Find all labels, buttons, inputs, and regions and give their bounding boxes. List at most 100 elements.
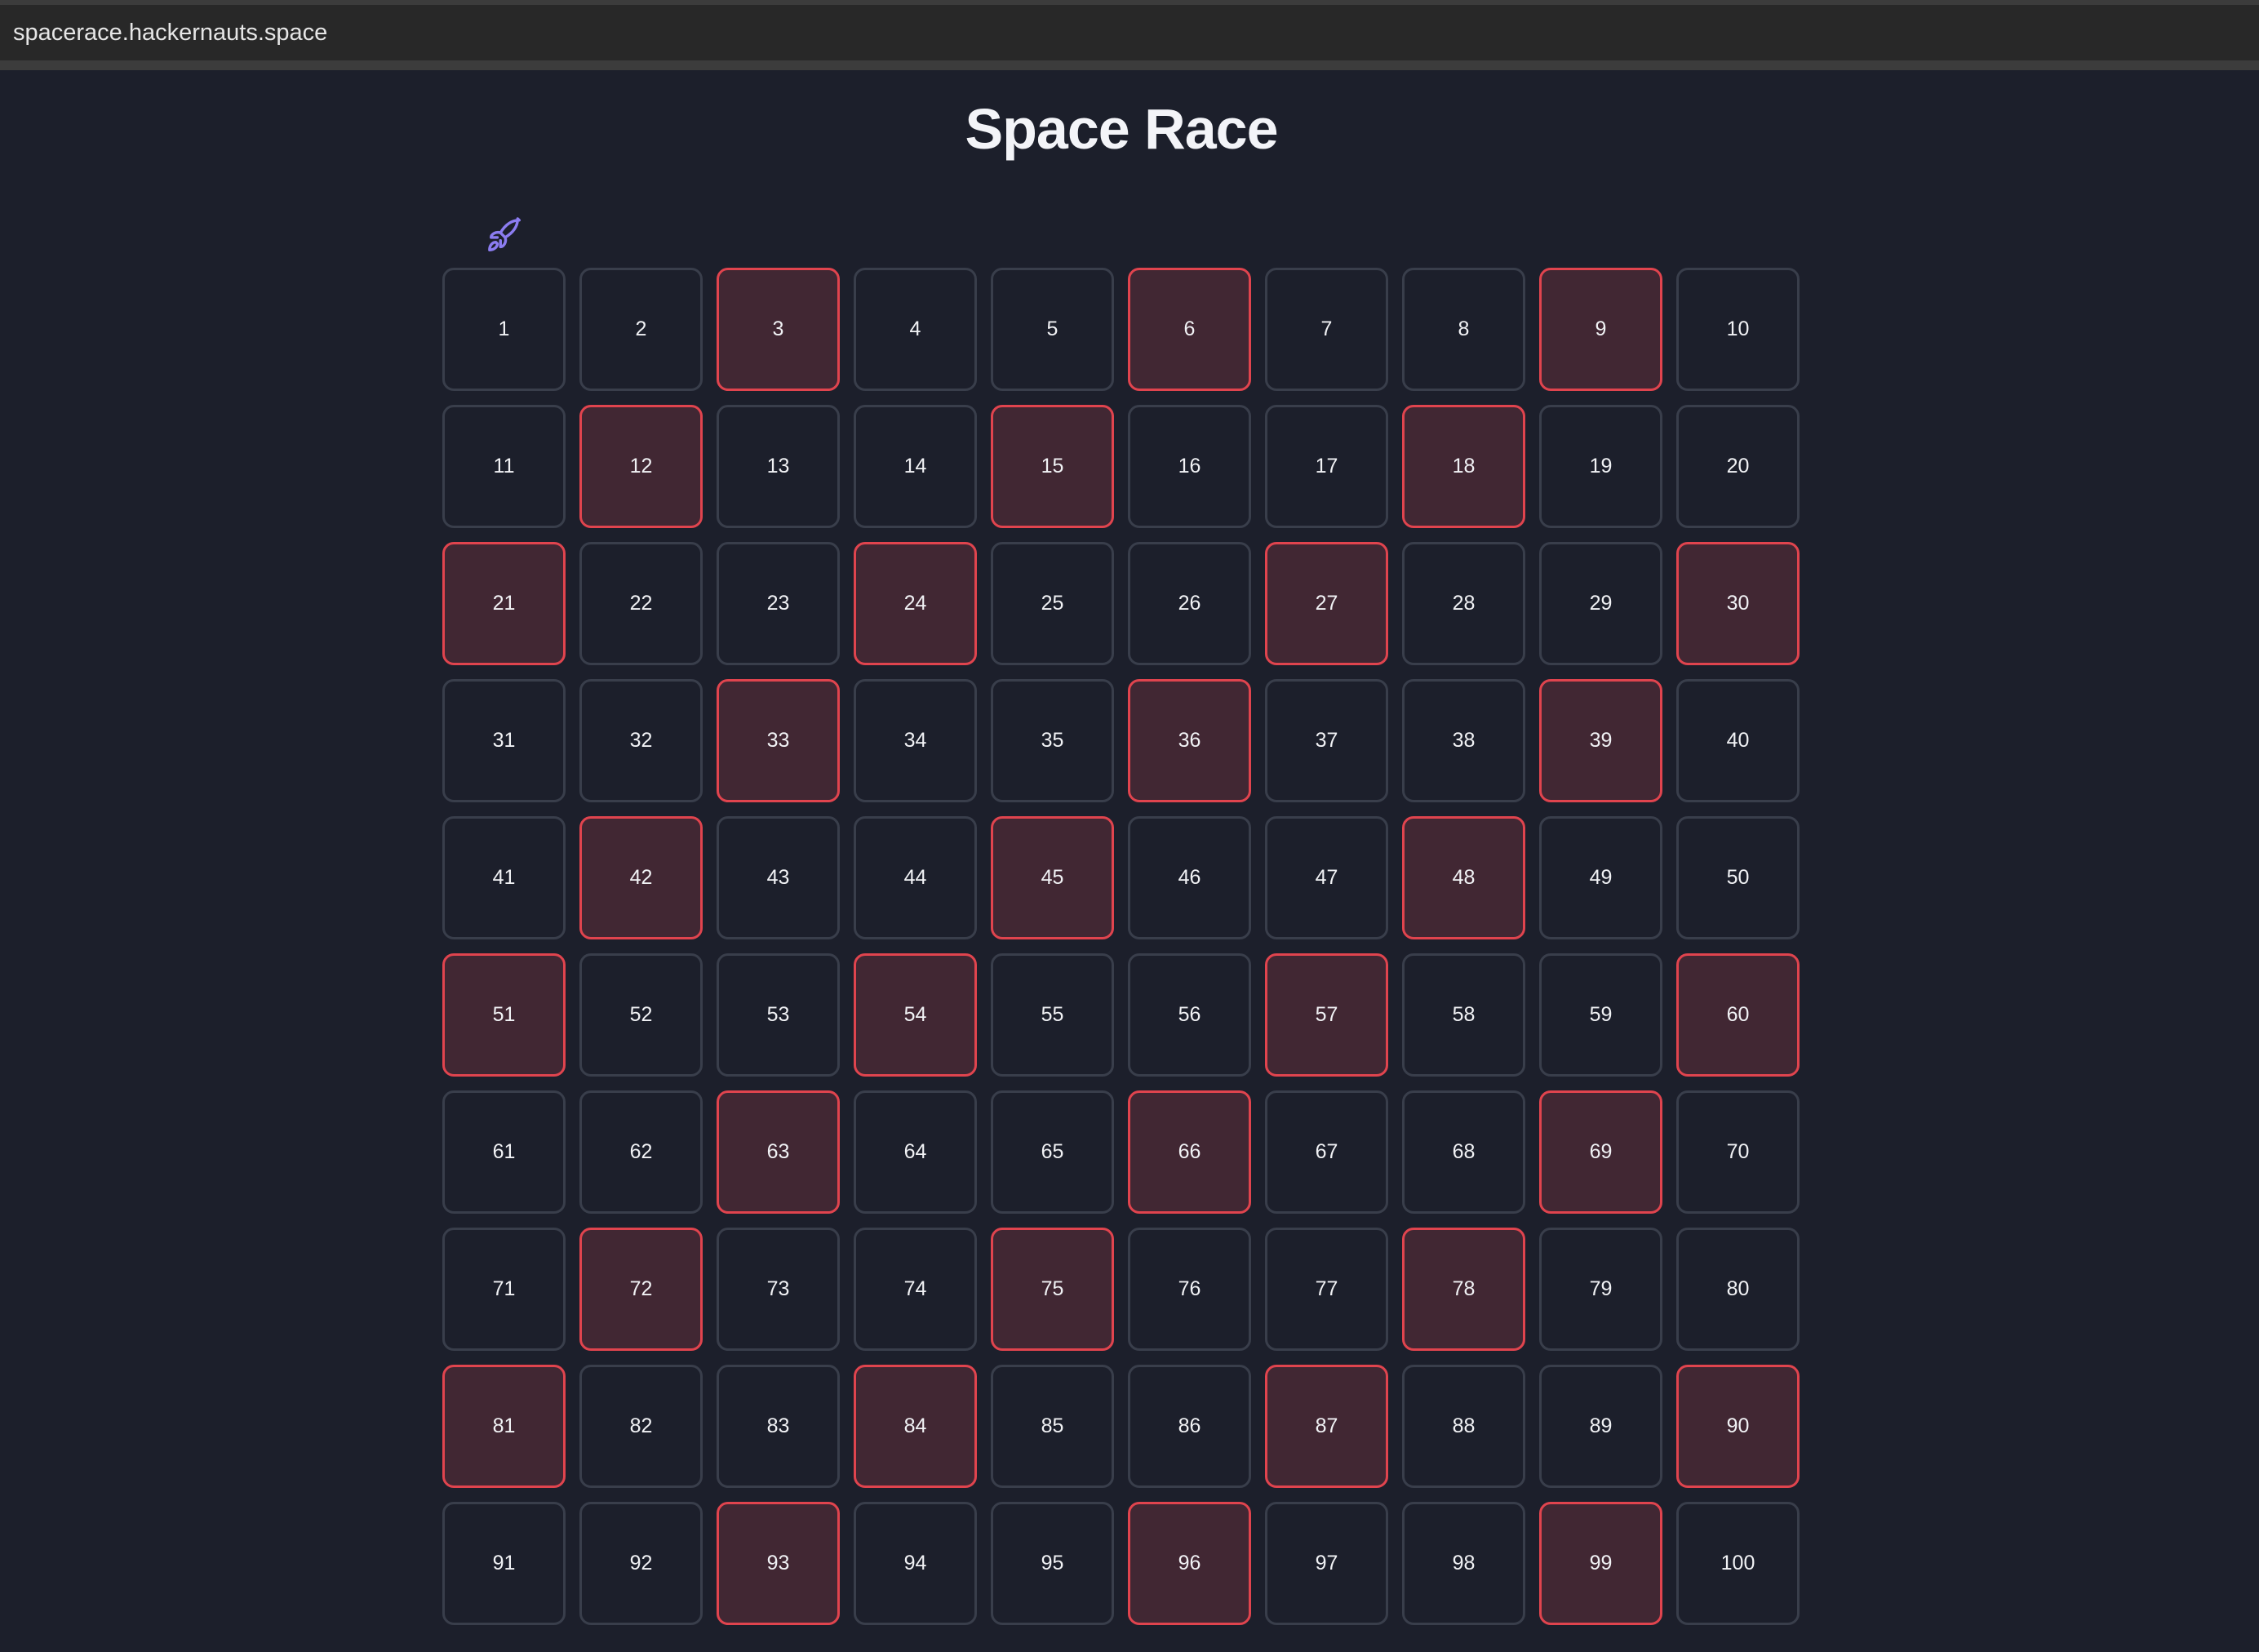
board-cell[interactable]: 89: [1539, 1365, 1662, 1488]
board-cell[interactable]: 1: [442, 268, 566, 391]
board-cell[interactable]: 80: [1676, 1228, 1800, 1351]
board-cell[interactable]: 56: [1128, 953, 1251, 1077]
board-cell[interactable]: 14: [854, 405, 977, 528]
board-cell-hazard[interactable]: 87: [1265, 1365, 1388, 1488]
board-cell[interactable]: 94: [854, 1502, 977, 1625]
board-cell[interactable]: 92: [579, 1502, 703, 1625]
board-cell[interactable]: 65: [991, 1090, 1114, 1214]
board-cell[interactable]: 50: [1676, 816, 1800, 939]
board-cell[interactable]: 16: [1128, 405, 1251, 528]
board-cell[interactable]: 25: [991, 542, 1114, 665]
board-cell[interactable]: 41: [442, 816, 566, 939]
board-cell-hazard[interactable]: 78: [1402, 1228, 1525, 1351]
board-cell[interactable]: 40: [1676, 679, 1800, 802]
board-cell-hazard[interactable]: 51: [442, 953, 566, 1077]
board-cell-hazard[interactable]: 99: [1539, 1502, 1662, 1625]
board-cell-hazard[interactable]: 27: [1265, 542, 1388, 665]
board-cell[interactable]: 11: [442, 405, 566, 528]
board-cell[interactable]: 74: [854, 1228, 977, 1351]
board-cell[interactable]: 26: [1128, 542, 1251, 665]
board-cell[interactable]: 82: [579, 1365, 703, 1488]
board-cell[interactable]: 70: [1676, 1090, 1800, 1214]
board-cell[interactable]: 73: [717, 1228, 840, 1351]
board-cell[interactable]: 85: [991, 1365, 1114, 1488]
board-cell[interactable]: 52: [579, 953, 703, 1077]
board-cell[interactable]: 98: [1402, 1502, 1525, 1625]
board-cell-hazard[interactable]: 39: [1539, 679, 1662, 802]
board-cell[interactable]: 58: [1402, 953, 1525, 1077]
board-cell[interactable]: 19: [1539, 405, 1662, 528]
address-bar[interactable]: spacerace.hackernauts.space: [0, 5, 2259, 60]
board-cell-hazard[interactable]: 42: [579, 816, 703, 939]
board-cell[interactable]: 7: [1265, 268, 1388, 391]
board-cell[interactable]: 91: [442, 1502, 566, 1625]
board-cell-hazard[interactable]: 93: [717, 1502, 840, 1625]
board-cell[interactable]: 22: [579, 542, 703, 665]
board-cell-hazard[interactable]: 60: [1676, 953, 1800, 1077]
board-cell[interactable]: 13: [717, 405, 840, 528]
board-cell[interactable]: 38: [1402, 679, 1525, 802]
board-cell-hazard[interactable]: 48: [1402, 816, 1525, 939]
board-cell-hazard[interactable]: 36: [1128, 679, 1251, 802]
board-cell-hazard[interactable]: 63: [717, 1090, 840, 1214]
board-cell[interactable]: 71: [442, 1228, 566, 1351]
board-cell-hazard[interactable]: 69: [1539, 1090, 1662, 1214]
board-cell[interactable]: 20: [1676, 405, 1800, 528]
board-cell[interactable]: 62: [579, 1090, 703, 1214]
board-cell[interactable]: 4: [854, 268, 977, 391]
board-cell[interactable]: 8: [1402, 268, 1525, 391]
board-cell-hazard[interactable]: 96: [1128, 1502, 1251, 1625]
board-cell-hazard[interactable]: 33: [717, 679, 840, 802]
board-cell-hazard[interactable]: 84: [854, 1365, 977, 1488]
board-cell[interactable]: 49: [1539, 816, 1662, 939]
board-cell[interactable]: 17: [1265, 405, 1388, 528]
board-cell-hazard[interactable]: 21: [442, 542, 566, 665]
board-cell[interactable]: 31: [442, 679, 566, 802]
board-cell[interactable]: 100: [1676, 1502, 1800, 1625]
board-cell-hazard[interactable]: 6: [1128, 268, 1251, 391]
board-cell[interactable]: 29: [1539, 542, 1662, 665]
board-cell[interactable]: 34: [854, 679, 977, 802]
board-cell[interactable]: 46: [1128, 816, 1251, 939]
board-cell[interactable]: 47: [1265, 816, 1388, 939]
board-cell-hazard[interactable]: 12: [579, 405, 703, 528]
board-cell-hazard[interactable]: 81: [442, 1365, 566, 1488]
board-cell-hazard[interactable]: 30: [1676, 542, 1800, 665]
board-cell[interactable]: 44: [854, 816, 977, 939]
board-cell-hazard[interactable]: 72: [579, 1228, 703, 1351]
board-cell-hazard[interactable]: 24: [854, 542, 977, 665]
board-cell-hazard[interactable]: 3: [717, 268, 840, 391]
board-cell[interactable]: 67: [1265, 1090, 1388, 1214]
board-cell[interactable]: 64: [854, 1090, 977, 1214]
board-cell-hazard[interactable]: 57: [1265, 953, 1388, 1077]
board-cell[interactable]: 43: [717, 816, 840, 939]
board-cell-hazard[interactable]: 54: [854, 953, 977, 1077]
board-cell[interactable]: 61: [442, 1090, 566, 1214]
board-cell[interactable]: 68: [1402, 1090, 1525, 1214]
board-cell[interactable]: 5: [991, 268, 1114, 391]
board-cell-hazard[interactable]: 75: [991, 1228, 1114, 1351]
board-cell[interactable]: 86: [1128, 1365, 1251, 1488]
board-cell[interactable]: 10: [1676, 268, 1800, 391]
board-cell[interactable]: 2: [579, 268, 703, 391]
board-cell-hazard[interactable]: 66: [1128, 1090, 1251, 1214]
board-cell[interactable]: 37: [1265, 679, 1388, 802]
board-cell[interactable]: 95: [991, 1502, 1114, 1625]
board-cell[interactable]: 28: [1402, 542, 1525, 665]
board-cell[interactable]: 53: [717, 953, 840, 1077]
board-cell[interactable]: 35: [991, 679, 1114, 802]
board-cell[interactable]: 97: [1265, 1502, 1388, 1625]
board-cell[interactable]: 83: [717, 1365, 840, 1488]
board-cell-hazard[interactable]: 15: [991, 405, 1114, 528]
board-cell[interactable]: 32: [579, 679, 703, 802]
board-cell-hazard[interactable]: 90: [1676, 1365, 1800, 1488]
board-cell[interactable]: 88: [1402, 1365, 1525, 1488]
board-cell-hazard[interactable]: 18: [1402, 405, 1525, 528]
board-cell[interactable]: 79: [1539, 1228, 1662, 1351]
board-cell-hazard[interactable]: 9: [1539, 268, 1662, 391]
board-cell[interactable]: 77: [1265, 1228, 1388, 1351]
board-cell[interactable]: 23: [717, 542, 840, 665]
board-cell-hazard[interactable]: 45: [991, 816, 1114, 939]
board-cell[interactable]: 55: [991, 953, 1114, 1077]
board-cell[interactable]: 59: [1539, 953, 1662, 1077]
